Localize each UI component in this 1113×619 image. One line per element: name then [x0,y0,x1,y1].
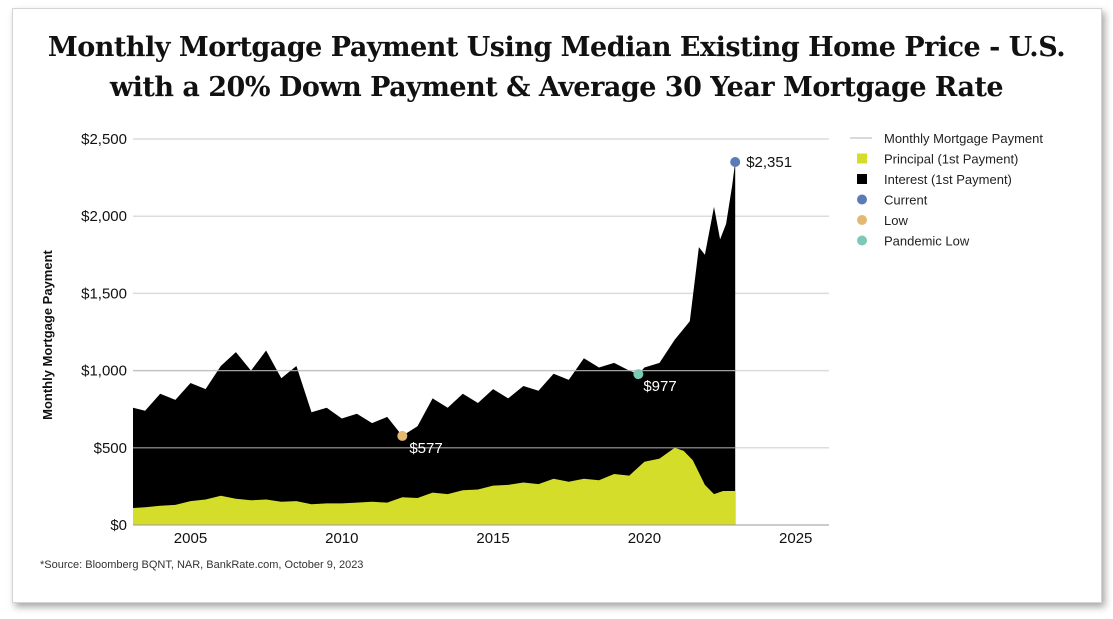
legend-label: Interest (1st Payment) [884,172,1012,187]
point-label-low: $577 [409,440,442,457]
legend-label: Current [884,193,928,208]
legend-swatch-principal [857,153,867,164]
source-note: *Source: Bloomberg BQNT, NAR, BankRate.c… [40,559,364,571]
legend-swatch-pandemic-low [857,235,867,246]
legend-swatch-low [857,215,867,225]
y-tick-label: $500 [94,440,127,457]
point-pandemic-low [633,369,644,380]
y-tick-label: $1,000 [81,363,127,380]
chart-title-block: Monthly Mortgage Payment Using Median Ex… [0,28,1113,108]
plot-areas [133,162,736,525]
y-tick-label: $2,000 [81,208,127,225]
tick-labels: $0 $500 $1,000 $1,500 $2,000 $2,500 2005 2010 20… [81,131,812,547]
y-tick-label: $1,500 [81,285,127,302]
annotation-points: $2,351 $577 $977 [397,154,792,457]
point-label-pandemic-low: $977 [643,378,676,395]
series-area-principal [133,447,736,525]
legend-label: Low [884,213,908,228]
series-area-monthly-payment [133,162,736,525]
x-tick-label: 2020 [628,530,661,547]
x-tick-label: 2025 [779,530,812,547]
chart-title: Monthly Mortgage Payment Using Median Ex… [47,32,1066,63]
legend-label: Principal (1st Payment) [884,152,1018,167]
x-tick-label: 2010 [325,530,358,547]
chart-subtitle: with a 20% Down Payment & Average 30 Yea… [109,72,1004,103]
x-tick-label: 2015 [476,530,509,547]
point-low [397,430,408,441]
legend-label: Pandemic Low [884,234,970,249]
legend-label: Monthly Mortgage Payment [884,131,1043,146]
legend-swatch-interest [857,174,867,184]
x-tick-label: 2005 [174,530,207,547]
point-label-current: $2,351 [746,154,792,171]
y-tick-label: $2,500 [81,131,127,148]
legend: Monthly Mortgage Payment Principal (1st P… [850,131,1043,249]
point-current [730,157,741,168]
y-tick-label: $0 [110,517,127,534]
y-axis-label: Monthly Mortgage Payment [40,249,55,419]
legend-swatch-current [857,194,867,205]
